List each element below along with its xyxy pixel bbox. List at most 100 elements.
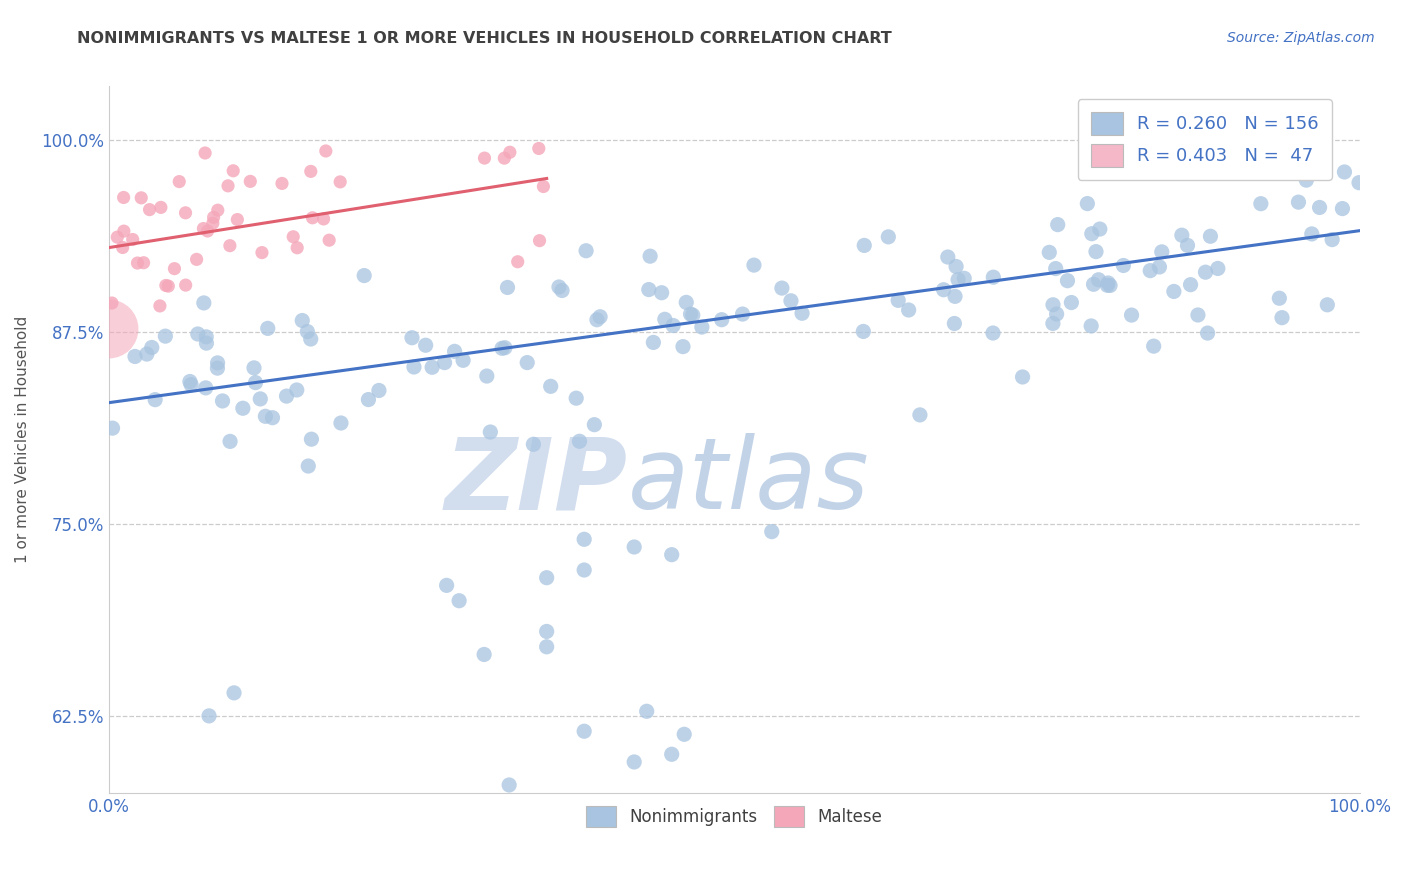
Point xyxy=(283,229,305,244)
Point xyxy=(1011,370,1033,384)
Point xyxy=(1108,154,1130,169)
Point xyxy=(643,335,665,350)
Point xyxy=(531,179,554,194)
Point xyxy=(202,211,225,225)
Point xyxy=(491,341,513,355)
Point xyxy=(710,312,733,326)
Point xyxy=(329,175,352,189)
Point xyxy=(770,281,793,295)
Point xyxy=(661,747,683,762)
Point xyxy=(877,230,900,244)
Point xyxy=(981,326,1004,340)
Point xyxy=(981,270,1004,285)
Point xyxy=(572,563,595,577)
Point xyxy=(111,240,134,254)
Point xyxy=(155,278,177,293)
Point xyxy=(852,325,875,339)
Point xyxy=(887,293,910,308)
Point xyxy=(1177,238,1199,252)
Point xyxy=(1197,326,1219,340)
Point xyxy=(1076,196,1098,211)
Point xyxy=(163,261,186,276)
Point xyxy=(1309,201,1331,215)
Point xyxy=(661,548,683,562)
Point xyxy=(174,278,197,293)
Point xyxy=(207,203,229,218)
Point xyxy=(1085,244,1108,259)
Point xyxy=(654,312,676,326)
Point xyxy=(1194,265,1216,279)
Point xyxy=(195,330,218,344)
Point xyxy=(1171,228,1194,243)
Point xyxy=(297,458,319,473)
Point xyxy=(522,437,544,451)
Point xyxy=(662,318,685,333)
Point xyxy=(1099,278,1122,293)
Point xyxy=(638,249,661,263)
Point xyxy=(731,307,754,321)
Point xyxy=(1288,195,1310,210)
Point xyxy=(1199,229,1222,244)
Point xyxy=(479,425,502,439)
Point xyxy=(690,320,713,334)
Point xyxy=(673,727,696,741)
Point xyxy=(790,306,813,320)
Text: Source: ZipAtlas.com: Source: ZipAtlas.com xyxy=(1227,31,1375,45)
Point xyxy=(245,376,267,390)
Point xyxy=(149,299,172,313)
Point xyxy=(98,322,121,336)
Point xyxy=(742,258,765,272)
Point xyxy=(499,145,522,160)
Point xyxy=(494,151,516,165)
Point xyxy=(1060,295,1083,310)
Point xyxy=(496,280,519,294)
Point xyxy=(187,326,209,341)
Point xyxy=(112,190,135,204)
Point xyxy=(853,238,876,252)
Point xyxy=(101,296,124,310)
Point xyxy=(1083,277,1105,292)
Point xyxy=(318,233,340,247)
Point xyxy=(1112,259,1135,273)
Point xyxy=(219,434,242,449)
Point xyxy=(155,329,177,343)
Point xyxy=(101,421,124,435)
Text: NONIMMIGRANTS VS MALTESE 1 OR MORE VEHICLES IN HOUSEHOLD CORRELATION CHART: NONIMMIGRANTS VS MALTESE 1 OR MORE VEHIC… xyxy=(77,31,891,46)
Point xyxy=(945,260,967,274)
Point xyxy=(357,392,380,407)
Point xyxy=(135,347,157,361)
Point xyxy=(157,279,180,293)
Point xyxy=(193,221,215,235)
Point xyxy=(132,256,155,270)
Point xyxy=(239,174,262,188)
Point xyxy=(1143,339,1166,353)
Point xyxy=(201,216,224,230)
Point xyxy=(897,303,920,318)
Point xyxy=(1097,276,1119,290)
Point xyxy=(636,704,658,718)
Point xyxy=(232,401,254,416)
Point xyxy=(494,341,516,355)
Point xyxy=(262,410,284,425)
Point xyxy=(254,409,277,424)
Point xyxy=(551,284,574,298)
Point xyxy=(249,392,271,406)
Point xyxy=(285,241,308,255)
Point xyxy=(1316,298,1339,312)
Point xyxy=(449,593,471,607)
Point xyxy=(1163,285,1185,299)
Legend: Nonimmigrants, Maltese: Nonimmigrants, Maltese xyxy=(579,799,889,834)
Point xyxy=(415,338,437,352)
Point xyxy=(301,211,323,225)
Point xyxy=(121,233,143,247)
Point xyxy=(271,177,294,191)
Point xyxy=(474,151,496,165)
Point xyxy=(222,163,245,178)
Point xyxy=(1042,298,1064,312)
Point xyxy=(1080,318,1102,333)
Point xyxy=(953,271,976,285)
Point xyxy=(312,211,335,226)
Point xyxy=(141,341,163,355)
Point xyxy=(443,344,465,359)
Point xyxy=(932,283,955,297)
